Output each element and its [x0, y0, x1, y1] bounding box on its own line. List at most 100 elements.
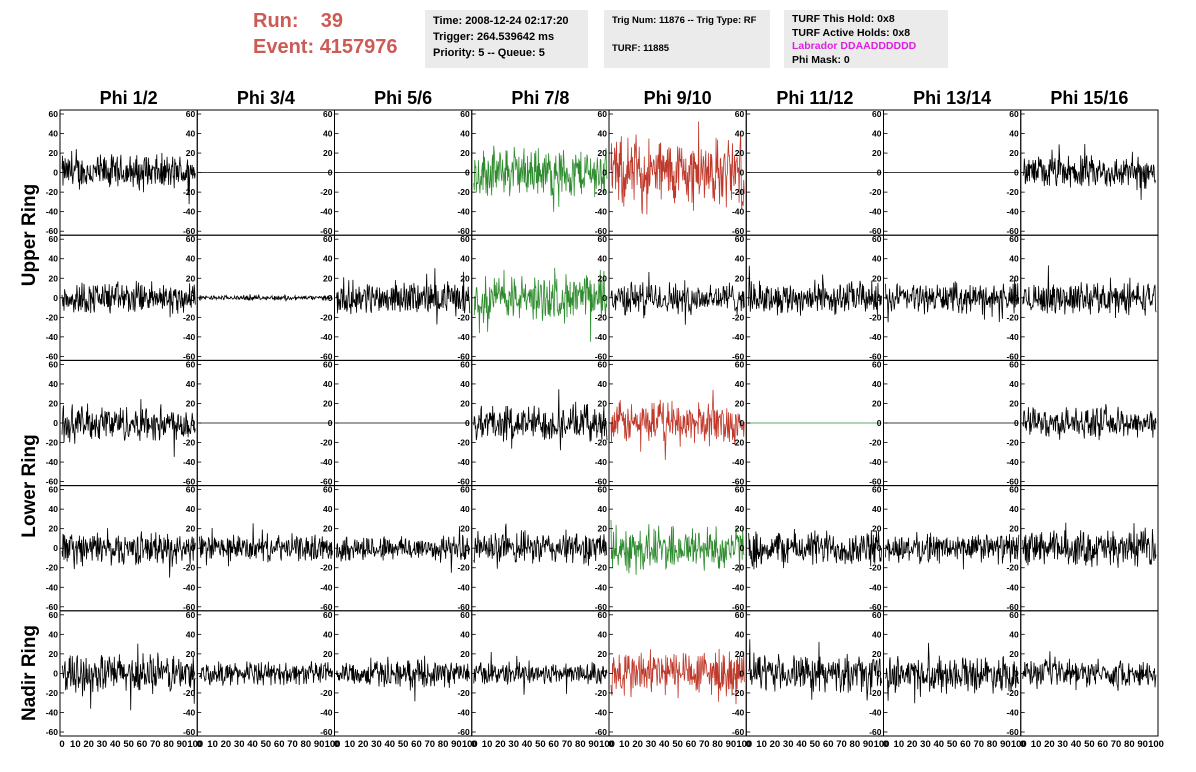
ytick-r1-c2-4: -20: [320, 312, 333, 322]
ytick-r4-c6-3: 0: [877, 668, 882, 678]
xtick-c6-6: 60: [960, 739, 971, 750]
panel-r2-c3: 60 40 20 0 -20 -40 -60: [457, 359, 610, 487]
ytick-r2-c0-2: 20: [49, 398, 59, 408]
ytick-r0-c2-4: -20: [320, 187, 333, 197]
panel-r2-c7: 60 40 20 0 -20 -40 -60: [1006, 359, 1159, 487]
xtick-c4-9: 90: [726, 739, 737, 750]
waveform-r4-c3: [473, 651, 608, 695]
ytick-r1-c1-5: -40: [183, 332, 196, 342]
xtick-c5-2: 20: [770, 739, 781, 750]
ytick-r3-c5-3: 0: [740, 543, 745, 553]
panel-r3-c3: 60 40 20 0 -20 -40 -60: [457, 485, 610, 612]
waveform-r1-c3: [473, 267, 608, 342]
panel-r1-c1: 60 40 20 0 -20 -40 -60: [183, 234, 335, 361]
turf-text: TURF: 11885: [612, 43, 670, 54]
ytick-r2-c4-4: -20: [595, 438, 608, 448]
ytick-r1-c5-3: 0: [740, 293, 745, 303]
ytick-r4-c2-1: 40: [323, 629, 333, 639]
turf-hold-text: TURF This Hold: 0x8: [792, 13, 895, 25]
ytick-r2-c2-5: -40: [320, 457, 333, 467]
ytick-r0-c6-5: -40: [869, 207, 882, 217]
ytick-r2-c7-1: 40: [1009, 379, 1019, 389]
ytick-r1-c1-2: 20: [186, 273, 196, 283]
panel-r2-c0: 60 40 20 0 -20 -40 -60: [46, 359, 198, 487]
ytick-r3-c7-0: 60: [1009, 485, 1019, 495]
ytick-r3-c4-4: -20: [595, 563, 608, 573]
ytick-r1-c1-1: 40: [186, 254, 196, 264]
ytick-r1-c5-0: 60: [735, 234, 745, 244]
ytick-r1-c6-1: 40: [872, 254, 882, 264]
xtick-c1-9: 90: [314, 739, 325, 750]
xtick-c5-7: 70: [836, 739, 847, 750]
column-header-5: Phi 11/12: [776, 88, 854, 108]
waveform-r0-c4: [610, 121, 745, 215]
ytick-r4-c4-3: 0: [602, 668, 607, 678]
xtick-c7-10: 100: [1148, 739, 1164, 750]
column-header-2: Phi 5/6: [374, 88, 433, 108]
xtick-c2-3: 30: [371, 739, 382, 750]
waveform-r3-c7: [1022, 522, 1157, 568]
xtick-c0-7: 70: [150, 739, 161, 750]
xtick-c4-1: 10: [619, 739, 630, 750]
ytick-r4-c7-3: 0: [1014, 668, 1019, 678]
ytick-r4-c2-6: -60: [320, 727, 333, 737]
ytick-r4-c4-6: -60: [595, 727, 608, 737]
ytick-r3-c0-0: 60: [49, 485, 59, 495]
ytick-r2-c0-1: 40: [49, 379, 59, 389]
ytick-r4-c4-4: -20: [595, 688, 608, 698]
ytick-r0-c7-1: 40: [1009, 129, 1019, 139]
ytick-r4-c1-2: 20: [186, 649, 196, 659]
ytick-r4-c2-2: 20: [323, 649, 333, 659]
waveform-r1-c4: [610, 271, 745, 325]
ytick-r3-c6-5: -40: [869, 582, 882, 592]
ytick-r3-c5-4: -20: [732, 563, 745, 573]
xtick-c4-10: 100: [736, 739, 752, 750]
ytick-r2-c4-0: 60: [598, 359, 608, 369]
ytick-r0-c4-4: -20: [595, 187, 608, 197]
xtick-c3-0: 0: [471, 739, 476, 750]
column-header-7: Phi 15/16: [1050, 88, 1129, 108]
panel-r1-c7: 60 40 20 0 -20 -40 -60: [1006, 234, 1159, 361]
ytick-r1-c3-2: 20: [460, 273, 470, 283]
xtick-c0-6: 60: [137, 739, 148, 750]
ytick-r1-c4-4: -20: [595, 312, 608, 322]
ytick-r0-c0-5: -40: [46, 207, 59, 217]
ytick-r4-c6-4: -20: [869, 688, 882, 698]
ytick-r3-c3-0: 60: [460, 485, 470, 495]
ytick-r0-c5-5: -40: [732, 207, 745, 217]
xtick-c0-4: 40: [110, 739, 121, 750]
ytick-r1-c4-1: 40: [598, 254, 608, 264]
xtick-c3-6: 60: [548, 739, 559, 750]
xtick-c6-7: 70: [973, 739, 984, 750]
xtick-c4-8: 80: [712, 739, 723, 750]
ytick-r0-c2-1: 40: [323, 129, 333, 139]
ytick-r1-c2-1: 40: [323, 254, 333, 264]
ytick-r1-c2-2: 20: [323, 273, 333, 283]
ytick-r3-c6-4: -20: [869, 563, 882, 573]
column-header-4: Phi 9/10: [643, 88, 712, 108]
ytick-r4-c1-5: -40: [183, 707, 196, 717]
ytick-r2-c0-0: 60: [49, 359, 59, 369]
ytick-r0-c4-2: 20: [598, 148, 608, 158]
ytick-r3-c2-2: 20: [323, 524, 333, 534]
ytick-r0-c7-2: 20: [1009, 148, 1019, 158]
xtick-c1-4: 40: [247, 739, 258, 750]
xtick-c6-2: 20: [907, 739, 918, 750]
waveform-r3-c0: [61, 528, 196, 578]
ytick-r2-c6-0: 60: [872, 359, 882, 369]
ytick-r0-c3-5: -40: [457, 207, 470, 217]
ytick-r2-c1-0: 60: [186, 359, 196, 369]
panel-r1-c6: 60 40 20 0 -20 -40 -60: [869, 234, 1022, 361]
ytick-r1-c3-3: 0: [465, 293, 470, 303]
panel-r2-c4: 60 40 20 0 -20 -40 -60: [595, 359, 747, 487]
xtick-c5-4: 40: [796, 739, 807, 750]
panel-r3-c5: 60 40 20 0 -20 -40 -60: [732, 485, 884, 612]
ytick-r2-c4-2: 20: [598, 398, 608, 408]
ytick-r3-c0-5: -40: [46, 582, 59, 592]
ytick-r4-c5-1: 40: [735, 629, 745, 639]
ytick-r2-c1-6: -60: [183, 477, 196, 487]
xtick-c0-1: 10: [70, 739, 81, 750]
waveform-r1-c7: [1022, 265, 1157, 319]
